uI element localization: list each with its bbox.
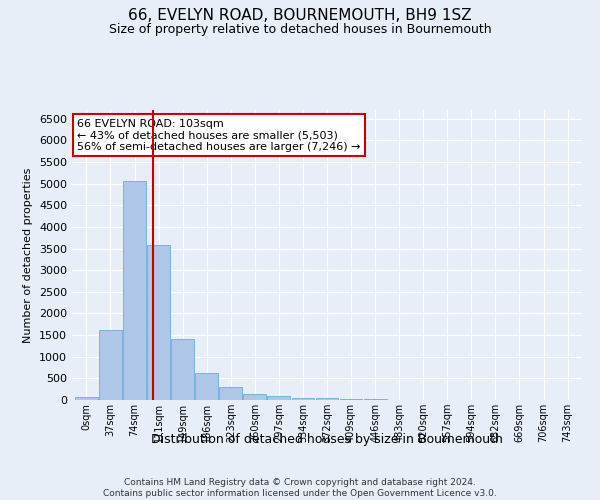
Bar [292,398,314,400]
Text: Distribution of detached houses by size in Bournemouth: Distribution of detached houses by size … [151,432,503,446]
Text: Contains HM Land Registry data © Crown copyright and database right 2024.
Contai: Contains HM Land Registry data © Crown c… [103,478,497,498]
Bar [147,244,170,400]
Bar [99,330,122,400]
Text: 66 EVELYN ROAD: 103sqm
← 43% of detached houses are smaller (5,503)
56% of semi-: 66 EVELYN ROAD: 103sqm ← 43% of detached… [77,118,361,152]
Bar [75,398,98,400]
Bar [220,387,242,400]
Bar [340,398,362,400]
Y-axis label: Number of detached properties: Number of detached properties [23,168,34,342]
Text: 66, EVELYN ROAD, BOURNEMOUTH, BH9 1SZ: 66, EVELYN ROAD, BOURNEMOUTH, BH9 1SZ [128,8,472,22]
Bar [364,399,386,400]
Bar [195,373,218,400]
Bar [244,394,266,400]
Text: Size of property relative to detached houses in Bournemouth: Size of property relative to detached ho… [109,22,491,36]
Bar [171,340,194,400]
Bar [123,180,146,400]
Bar [268,396,290,400]
Bar [316,398,338,400]
